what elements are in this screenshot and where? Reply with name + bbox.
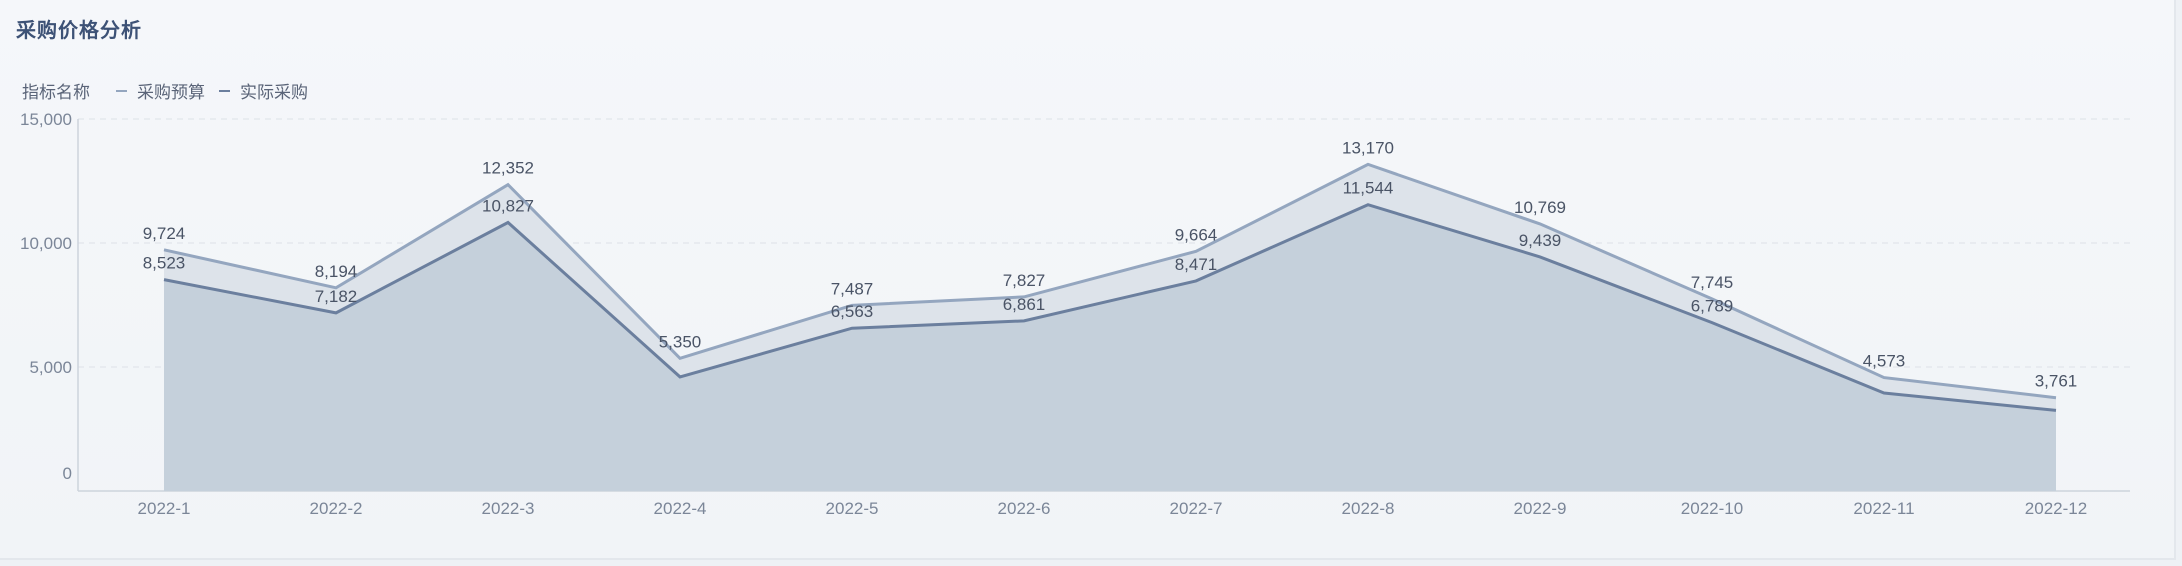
data-label-budget: 7,487 (831, 279, 874, 298)
data-label-budget: 10,769 (1514, 198, 1566, 217)
data-label-actual: 8,523 (143, 254, 186, 273)
data-label-budget: 3,761 (2035, 372, 2078, 391)
legend-label-budget: 采购预算 (137, 83, 205, 102)
data-label-budget: 4,573 (1863, 352, 1906, 371)
x-tick-label: 2022-4 (654, 499, 707, 518)
data-label-actual: 10,827 (482, 196, 534, 215)
chart-title: 采购价格分析 (16, 20, 142, 42)
x-tick-label: 2022-1 (138, 499, 191, 518)
legend-swatch-actual (219, 89, 230, 92)
x-tick-label: 2022-6 (998, 499, 1051, 518)
legend-item-budget[interactable]: 采购预算 (116, 78, 205, 103)
data-label-budget: 7,827 (1003, 271, 1046, 290)
x-tick-label: 2022-8 (1342, 499, 1395, 518)
data-label-budget: 8,194 (315, 262, 358, 281)
x-tick-label: 2022-3 (482, 499, 535, 518)
data-label-actual: 11,544 (1343, 179, 1394, 198)
x-tick-label: 2022-12 (2025, 499, 2087, 518)
data-label-budget: 5,350 (659, 332, 702, 351)
x-tick-label: 2022-5 (826, 499, 879, 518)
y-tick-label: 15,000 (20, 110, 72, 129)
data-label-budget: 13,170 (1342, 138, 1394, 157)
legend-label-actual: 实际采购 (240, 83, 308, 102)
x-tick-label: 2022-10 (1681, 499, 1743, 518)
line-budget[interactable] (163, 162, 2057, 400)
legend: 指标名称 采购预算 实际采购 (22, 78, 322, 103)
legend-title: 指标名称 (22, 83, 90, 102)
data-label-actual: 9,439 (1519, 231, 1562, 250)
line-actual[interactable] (163, 203, 2057, 412)
data-label-actual: 6,861 (1003, 295, 1046, 314)
y-tick-label: 5,000 (29, 358, 72, 377)
legend-swatch-budget (116, 89, 127, 92)
data-label-budget: 7,745 (1691, 273, 1734, 292)
x-tick-label: 2022-9 (1514, 499, 1567, 518)
y-tick-label: 0 (63, 464, 72, 483)
legend-item-actual[interactable]: 实际采购 (219, 78, 308, 103)
data-label-actual: 8,471 (1175, 255, 1218, 274)
data-label-budget: 9,724 (143, 224, 186, 243)
data-label-actual: 6,789 (1691, 297, 1734, 316)
y-tick-label: 10,000 (20, 234, 72, 253)
data-label-actual: 6,563 (831, 302, 874, 321)
x-tick-label: 2022-11 (1853, 499, 1914, 518)
data-label-actual: 7,182 (315, 287, 358, 306)
x-tick-label: 2022-7 (1170, 499, 1223, 518)
data-label-budget: 9,664 (1175, 225, 1218, 244)
area-actual (164, 204, 2056, 491)
x-tick-label: 2022-2 (310, 499, 363, 518)
data-label-budget: 12,352 (482, 159, 534, 178)
